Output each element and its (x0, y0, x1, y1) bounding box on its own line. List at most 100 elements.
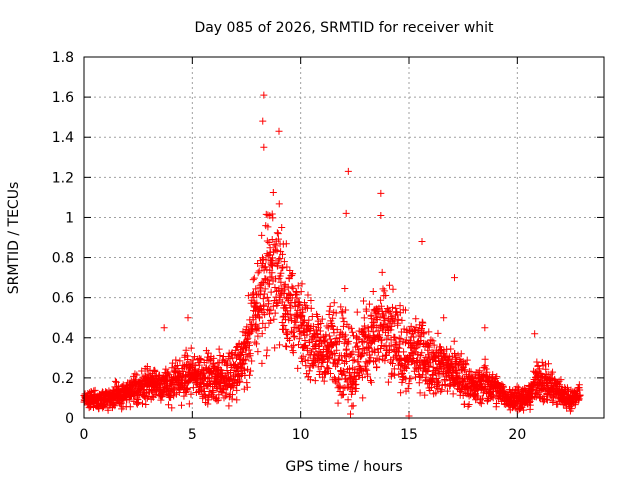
data-point (273, 247, 281, 255)
data-point (528, 385, 536, 393)
data-point (312, 338, 320, 346)
data-point (395, 344, 403, 352)
x-tick-label: 15 (400, 427, 418, 443)
data-point (419, 319, 427, 327)
data-point (361, 325, 369, 333)
data-point (317, 319, 325, 327)
data-point (326, 370, 334, 378)
data-point (347, 324, 355, 332)
data-point (279, 250, 287, 258)
data-point (260, 143, 268, 151)
data-point (381, 314, 389, 322)
data-point (264, 223, 272, 231)
data-point (343, 338, 351, 346)
data-point (387, 313, 395, 321)
data-point (388, 322, 396, 330)
data-point (268, 210, 276, 218)
data-point (365, 344, 373, 352)
data-point (384, 332, 392, 340)
data-point (483, 368, 491, 376)
data-point (359, 345, 367, 353)
data-point (158, 392, 166, 400)
data-point (282, 325, 290, 333)
data-point (339, 384, 347, 392)
data-point (457, 350, 465, 358)
data-point (464, 402, 472, 410)
data-point (315, 347, 323, 355)
y-tick-label: 0.2 (52, 371, 74, 387)
data-point (432, 389, 440, 397)
data-point (261, 311, 269, 319)
data-point (260, 91, 268, 99)
data-point (233, 396, 241, 404)
data-point (542, 365, 550, 373)
data-point (143, 394, 151, 402)
data-point (325, 307, 333, 315)
data-point (322, 369, 330, 377)
data-point (204, 400, 212, 408)
data-point (271, 275, 279, 283)
data-point (447, 345, 455, 353)
x-tick-label: 20 (508, 427, 526, 443)
data-point (187, 390, 195, 398)
data-point (160, 324, 168, 332)
data-point (258, 359, 266, 367)
data-point (389, 285, 397, 293)
data-point (421, 391, 429, 399)
data-point (111, 377, 119, 385)
data-point (258, 330, 266, 338)
data-point (280, 258, 288, 266)
data-point (349, 357, 357, 365)
data-point (283, 295, 291, 303)
data-point (341, 371, 349, 379)
data-point (332, 334, 340, 342)
data-point (252, 285, 260, 293)
data-point (334, 360, 341, 368)
data-point (538, 358, 546, 366)
data-point (359, 394, 367, 402)
data-point (245, 371, 253, 379)
data-point (298, 357, 306, 365)
data-point (412, 315, 420, 323)
data-point (280, 282, 288, 290)
data-point (390, 371, 398, 379)
data-point (316, 327, 324, 335)
data-point (384, 378, 392, 386)
data-point (90, 387, 98, 395)
data-point (482, 365, 490, 373)
data-point (247, 367, 255, 375)
data-point (228, 391, 236, 399)
data-point (251, 300, 259, 308)
data-point (260, 301, 268, 309)
data-point (113, 378, 120, 386)
data-point (477, 400, 485, 408)
data-point (196, 356, 204, 364)
data-point (481, 324, 489, 332)
data-point (367, 354, 375, 362)
data-point (234, 343, 242, 351)
data-point (303, 346, 311, 354)
x-tick-label: 10 (292, 427, 310, 443)
data-point (455, 373, 463, 381)
data-point (417, 324, 425, 332)
data-point (465, 401, 473, 409)
data-point (435, 377, 443, 385)
data-point (353, 308, 361, 316)
data-point (216, 351, 224, 359)
data-point (324, 355, 332, 363)
data-point (492, 374, 500, 382)
data-point (265, 239, 273, 247)
data-point (318, 351, 326, 359)
data-points (80, 91, 584, 420)
data-point (249, 316, 257, 324)
data-point (406, 353, 414, 361)
data-point (138, 367, 146, 375)
data-point (330, 329, 338, 337)
data-point (331, 374, 339, 382)
data-point (288, 283, 296, 291)
data-point (308, 336, 316, 344)
data-point (298, 305, 306, 313)
data-point (322, 331, 330, 339)
plot-frame (83, 56, 605, 419)
